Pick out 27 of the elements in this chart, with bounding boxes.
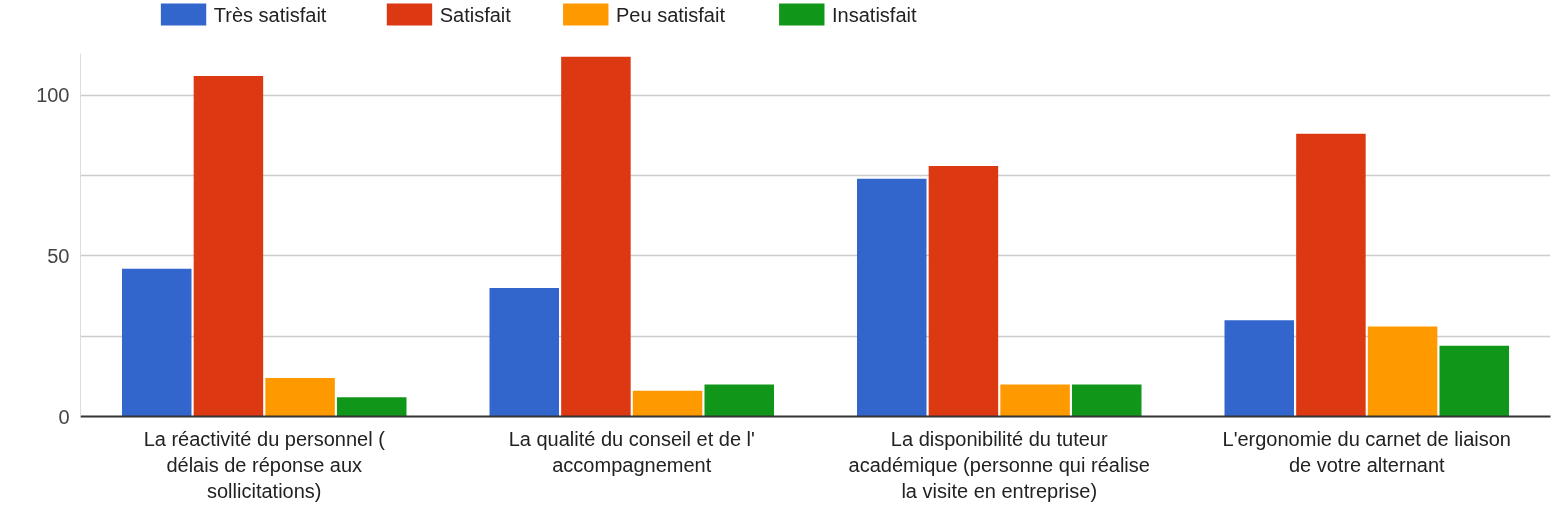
legend-label: Peu satisfait	[616, 3, 726, 26]
bar	[1000, 384, 1070, 417]
bar	[857, 178, 927, 417]
bar	[928, 165, 999, 417]
bar	[1224, 320, 1295, 417]
bar	[632, 390, 703, 417]
legend-label: Insatisfait	[832, 3, 917, 26]
y-tick-label: 50	[47, 244, 70, 267]
x-tick-label: La réactivité du personnel ( délais de réponse aux sollicitations)	[143, 427, 386, 503]
bar	[1439, 345, 1509, 417]
y-tick-label: 100	[36, 84, 70, 107]
x-tick-label: La disponibilité du tuteur académique (personne qui réalise la visite en entreprise)	[848, 427, 1150, 503]
legend-label: Satisfait	[439, 3, 512, 26]
bar	[265, 377, 335, 417]
bar	[336, 397, 407, 417]
bar	[1296, 133, 1366, 417]
bar	[193, 75, 264, 417]
bar	[704, 384, 774, 417]
legend-label: Très satisfait	[213, 3, 327, 26]
bar	[122, 268, 192, 417]
x-tick-label: L'ergonomie du carnet de liaison de votre alternant	[1222, 427, 1511, 476]
bar	[561, 56, 631, 417]
bar	[1367, 326, 1438, 417]
x-tick-label: La qualité du conseil et de l' accompagnement	[508, 427, 755, 476]
y-tick-label: 0	[58, 405, 70, 428]
bar	[489, 288, 560, 417]
bar	[1071, 384, 1142, 417]
